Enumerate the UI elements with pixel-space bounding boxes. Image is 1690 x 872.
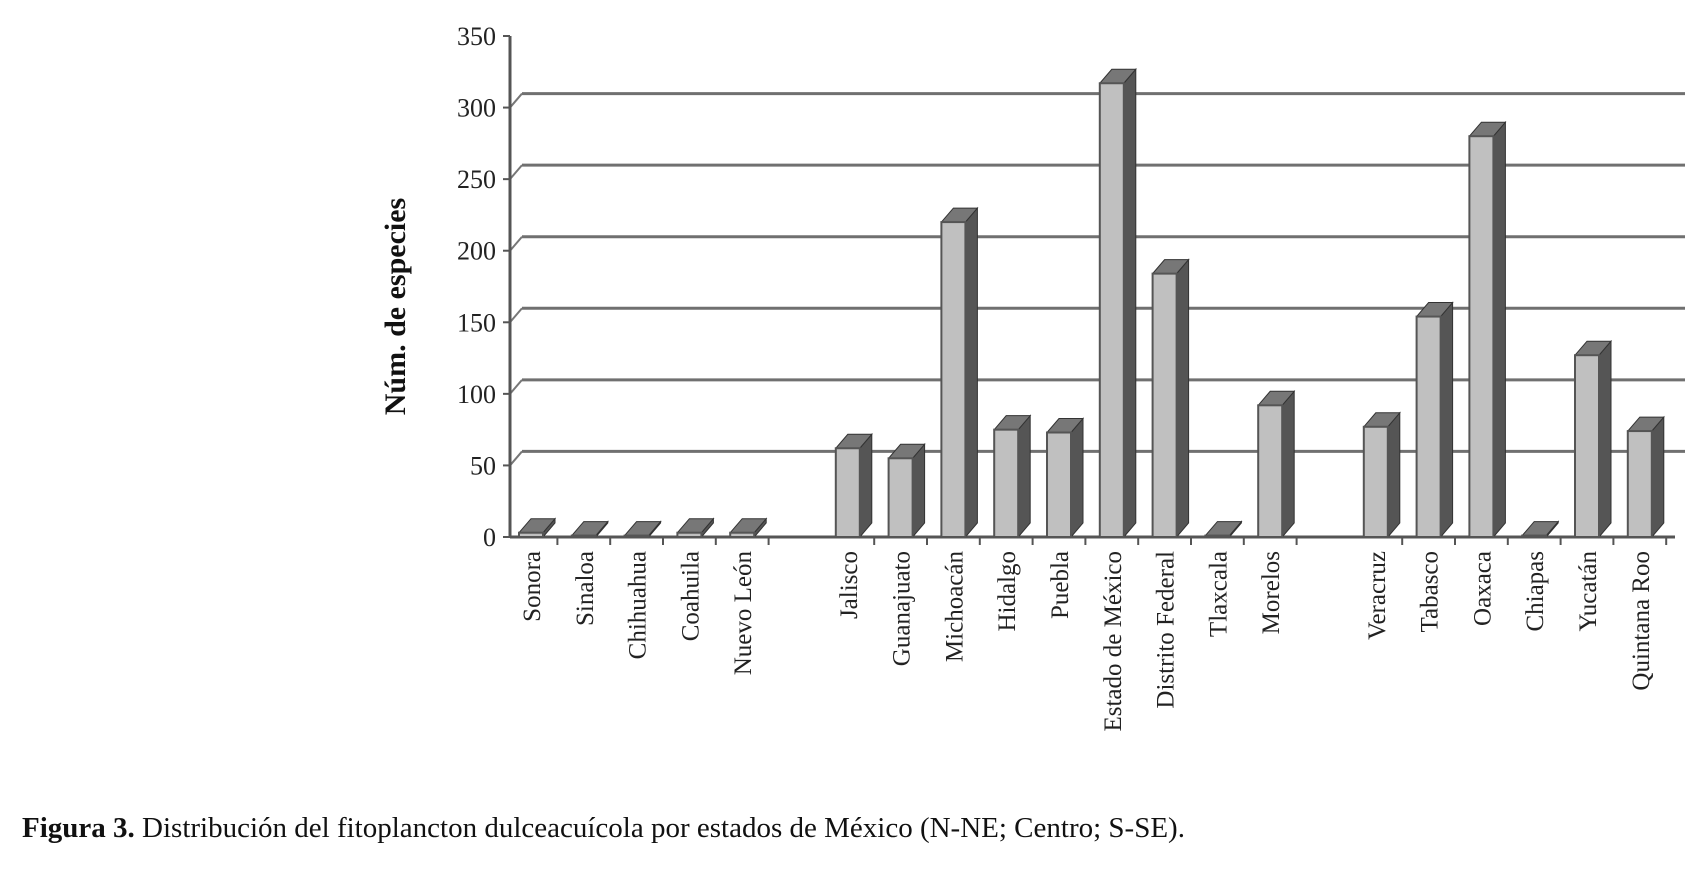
x-tick-label: Guanajuato <box>889 551 916 666</box>
x-tick-label: Oaxaca <box>1469 551 1496 626</box>
y-tick-label: 300 <box>457 94 496 123</box>
caption-label: Figura 3. <box>22 812 135 844</box>
x-tick-label: Quintana Roo <box>1628 551 1655 691</box>
bar-top <box>729 518 768 534</box>
bar-side <box>1176 258 1190 539</box>
bar <box>1151 272 1178 538</box>
x-tick-label: Jalisco <box>836 551 863 619</box>
y-tick-label: 350 <box>457 22 496 51</box>
bar-top <box>570 521 609 537</box>
bar-side <box>1651 415 1665 539</box>
bar-side <box>1387 411 1401 539</box>
gridline-connector <box>509 307 523 323</box>
bar-side <box>1070 417 1084 539</box>
gridline-connector <box>509 236 523 252</box>
y-tick-label: 150 <box>457 308 496 337</box>
bar <box>1098 82 1125 538</box>
x-tick-label: Chiapas <box>1522 551 1549 632</box>
bar <box>834 447 861 539</box>
x-tick-label: Coahuila <box>677 551 704 641</box>
bar-side <box>859 432 873 539</box>
bar-side <box>1017 414 1031 539</box>
bar-chart: 0 50 100 150 200 250 300 350 Núm. de especies Son… <box>379 22 1685 732</box>
bar-top <box>517 518 557 534</box>
bar <box>993 428 1020 538</box>
y-tick-label: 0 <box>483 523 496 552</box>
bar <box>1204 534 1231 538</box>
bar <box>1626 430 1653 538</box>
bar <box>1468 135 1495 538</box>
x-tick-label: Distrito Federal <box>1153 551 1180 709</box>
bar-top <box>623 521 662 537</box>
bar <box>1257 404 1284 538</box>
bar <box>1521 534 1548 538</box>
bar-side <box>1492 120 1506 539</box>
bar <box>1046 431 1072 538</box>
bar <box>940 221 967 538</box>
bar <box>676 531 703 538</box>
gridline-connector <box>509 164 523 180</box>
y-tick-label: 50 <box>470 451 496 480</box>
x-tick-label: Chihuahua <box>625 551 652 659</box>
x-tick-label: Hidalgo <box>994 551 1021 632</box>
bar <box>729 531 756 538</box>
caption-text: Distribución del fitoplancton dulceacuíc… <box>134 812 1185 844</box>
bar <box>623 534 650 538</box>
x-tick-label: Sonora <box>519 551 546 622</box>
y-tick-label: 200 <box>457 237 496 266</box>
bar-top <box>676 518 715 534</box>
bar-top <box>1204 521 1243 537</box>
x-tick-label: Puebla <box>1047 551 1074 619</box>
gridline-connector <box>509 92 523 109</box>
bar <box>887 457 914 538</box>
y-tick-label: 100 <box>457 380 496 409</box>
bar <box>1574 354 1600 538</box>
x-tick-label: Sinaloa <box>572 551 599 626</box>
bar-side <box>964 206 978 539</box>
bar <box>570 534 597 538</box>
bar <box>1415 315 1442 538</box>
y-axis-label: Núm. de especies <box>379 198 412 415</box>
figure-caption: Figura 3. Distribución del fitoplancton … <box>22 812 1185 845</box>
x-tick-label: Yucatán <box>1575 551 1602 632</box>
gridline-connector <box>509 450 523 467</box>
gridline-connector <box>509 379 523 395</box>
x-tick-label: Veracruz <box>1364 551 1391 640</box>
bar-side <box>1598 339 1612 539</box>
x-tick-label: Tlaxcala <box>1205 551 1232 637</box>
x-tick-label: Morelos <box>1258 551 1285 634</box>
bar-side <box>1123 67 1137 539</box>
x-tick-label: Tabasco <box>1417 551 1444 633</box>
bar <box>1362 425 1389 538</box>
x-tick-label: Estado de México <box>1100 551 1127 732</box>
x-tick-label: Nuevo León <box>730 551 757 676</box>
x-tick-label: Michoacán <box>941 551 968 663</box>
bar-top <box>1521 521 1560 537</box>
bar-side <box>1440 301 1454 539</box>
bar <box>518 531 544 538</box>
bar-side <box>912 442 926 539</box>
bar-side <box>1281 389 1295 539</box>
y-tick-label: 250 <box>457 165 496 194</box>
